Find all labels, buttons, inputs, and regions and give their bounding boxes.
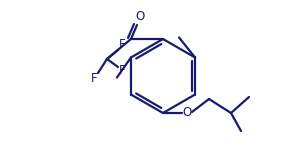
Text: O: O [182,106,192,120]
Text: F: F [91,72,97,86]
Text: O: O [135,11,145,24]
Text: F: F [119,64,125,78]
Text: F: F [119,38,125,51]
